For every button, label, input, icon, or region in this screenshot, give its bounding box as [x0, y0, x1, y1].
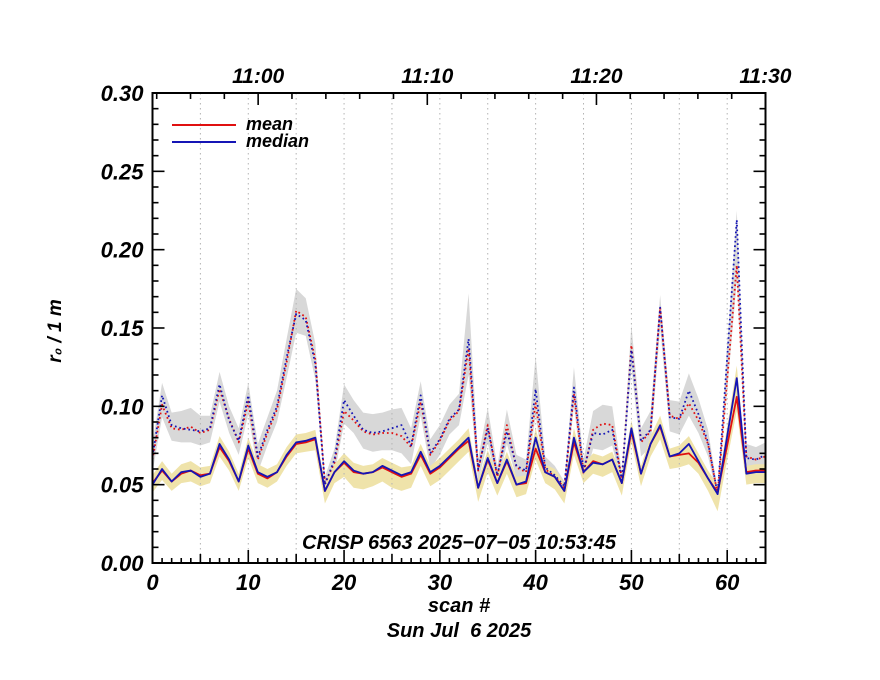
y-tick-label: 0.20	[101, 238, 145, 263]
y-axis-label: r₀ / 1 m	[45, 299, 66, 363]
time-tick-label: 11:20	[570, 65, 622, 88]
median-line-swatch	[172, 140, 236, 143]
mean-line-swatch	[172, 123, 236, 126]
date-label: Sun Jul 6 2025	[386, 620, 532, 642]
legend-label: median	[246, 131, 310, 151]
x-tick-label: 30	[428, 570, 453, 595]
x-tick-label: 40	[522, 570, 548, 595]
x-tick-label: 60	[715, 570, 740, 595]
legend-item-mean: mean	[172, 114, 294, 134]
x-axis-label: scan #	[427, 595, 491, 617]
solid_scatter_band	[152, 365, 766, 512]
x-tick-label: 50	[619, 570, 644, 595]
y-tick-label: 0.05	[101, 473, 145, 498]
time-tick-label: 11:30	[739, 65, 791, 88]
x-tick-label: 10	[236, 570, 261, 595]
y-tick-label: 0.15	[101, 316, 145, 341]
y-tick-label: 0.10	[101, 394, 145, 419]
dataset-annotation: CRISP 6563 2025−07−05 10:53:45	[302, 532, 616, 554]
legend-label: mean	[246, 114, 294, 134]
x-tick-label: 20	[331, 570, 357, 595]
median-line	[151, 377, 766, 495]
x-tick-label: 0	[146, 570, 159, 595]
y-tick-label: 0.30	[101, 81, 145, 106]
time-tick-label: 11:10	[401, 65, 453, 88]
time-tick-label: 11:00	[232, 65, 284, 88]
legend-item-median: median	[172, 131, 310, 151]
median-dotted-line	[151, 218, 766, 495]
y-tick-label: 0.25	[101, 159, 145, 184]
axes-box	[151, 92, 767, 564]
y-tick-label: 0.00	[101, 551, 145, 576]
